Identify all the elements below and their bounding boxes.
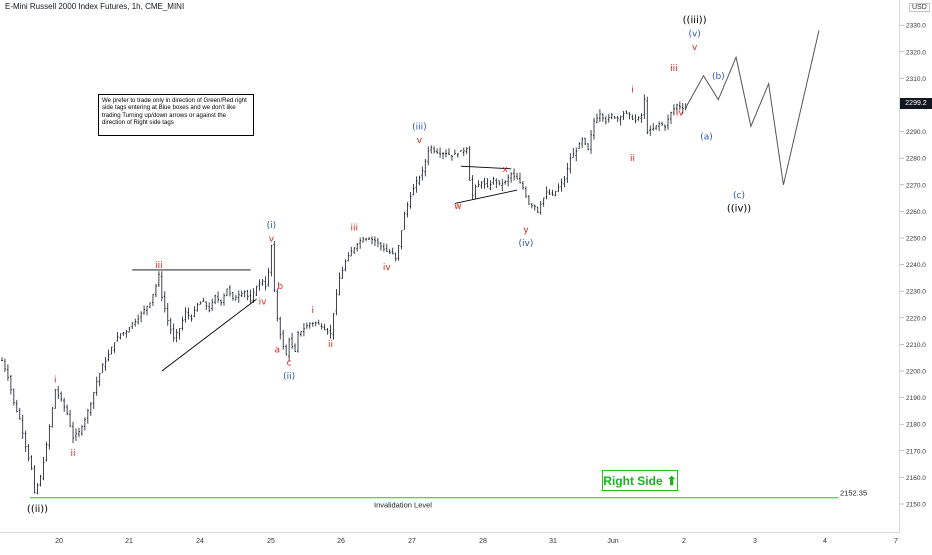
x-tick-label: 21 bbox=[125, 538, 133, 545]
invalidation-value: 2152.35 bbox=[840, 489, 867, 498]
wave-label: w bbox=[454, 202, 461, 212]
wave-label: (i) bbox=[267, 221, 277, 231]
wave-label: ii bbox=[328, 340, 333, 350]
x-tick-label: 3 bbox=[753, 538, 757, 545]
trendline bbox=[460, 165, 512, 170]
wave-label: (iv) bbox=[518, 239, 533, 249]
y-tick-label: 2330.0 bbox=[906, 23, 926, 30]
wave-label: ((iv)) bbox=[727, 203, 751, 214]
wave-label: i bbox=[312, 306, 315, 316]
y-tick-label: 2180.0 bbox=[906, 422, 926, 429]
y-tick-label: 2280.0 bbox=[906, 156, 926, 163]
y-tick-label: 2170.0 bbox=[906, 448, 926, 455]
wave-label: v bbox=[269, 234, 275, 244]
wave-label: iv bbox=[383, 263, 392, 273]
y-tick-label: 2240.0 bbox=[906, 262, 926, 269]
wave-label: ii bbox=[71, 449, 76, 459]
price-axis-divider bbox=[899, 0, 900, 532]
last-price-tag: 2299.2 bbox=[900, 98, 932, 109]
wave-label: iii bbox=[155, 261, 163, 271]
y-tick-label: 2270.0 bbox=[906, 182, 926, 189]
currency-badge[interactable]: USD bbox=[909, 3, 930, 12]
right-side-label: Right Side bbox=[603, 473, 663, 488]
right-side-tag: Right Side ⬆ bbox=[602, 470, 678, 491]
y-tick-label: 2210.0 bbox=[906, 342, 926, 349]
wave-label: ((ii)) bbox=[27, 504, 48, 515]
y-tick-label: 2220.0 bbox=[906, 315, 926, 322]
wave-label: x bbox=[503, 165, 509, 175]
wave-label: (a) bbox=[700, 133, 713, 143]
chart-title: E-Mini Russell 2000 Index Futures, 1h, C… bbox=[5, 2, 185, 11]
x-tick-label: 20 bbox=[55, 538, 63, 545]
x-tick-label: 31 bbox=[549, 538, 557, 545]
y-tick-label: 2250.0 bbox=[906, 236, 926, 243]
x-tick-label: 2 bbox=[682, 538, 686, 545]
wave-label: y bbox=[523, 226, 529, 236]
wave-label: b bbox=[277, 282, 283, 292]
trendline bbox=[161, 298, 257, 372]
y-tick-label: 2320.0 bbox=[906, 49, 926, 56]
trendline bbox=[454, 189, 518, 204]
wave-label: (iii) bbox=[412, 123, 427, 133]
wave-label: iv bbox=[259, 298, 268, 308]
y-tick-label: 2190.0 bbox=[906, 395, 926, 402]
wave-label: v bbox=[692, 43, 698, 53]
x-tick-label: 26 bbox=[337, 538, 345, 545]
x-tick-label: 4 bbox=[823, 538, 827, 545]
x-tick-label: 27 bbox=[408, 538, 416, 545]
invalidation-label: Invalidation Level bbox=[374, 501, 432, 510]
y-tick-label: 2290.0 bbox=[906, 129, 926, 136]
strategy-note: We prefer to trade only in direction of … bbox=[98, 94, 254, 136]
x-tick-label: 28 bbox=[479, 538, 487, 545]
wave-label: c bbox=[287, 359, 292, 369]
wave-label: (b) bbox=[712, 72, 725, 82]
y-tick-label: 2160.0 bbox=[906, 475, 926, 482]
x-tick-label: 24 bbox=[196, 538, 204, 545]
wave-label: i bbox=[631, 85, 634, 95]
wave-label: (v) bbox=[688, 30, 700, 40]
arrow-up-icon: ⬆ bbox=[666, 473, 677, 488]
projection-path bbox=[685, 30, 820, 185]
y-tick-label: 2310.0 bbox=[906, 76, 926, 83]
x-tick-label: 7 bbox=[894, 538, 898, 545]
x-tick-label: 25 bbox=[267, 538, 275, 545]
wave-label: i bbox=[54, 375, 57, 385]
y-tick-label: 2200.0 bbox=[906, 369, 926, 376]
wave-label: iii bbox=[350, 224, 358, 234]
wave-label: (ii) bbox=[283, 372, 295, 382]
wave-label: ((iii)) bbox=[683, 15, 707, 26]
time-axis-divider bbox=[0, 532, 900, 533]
y-tick-label: 2150.0 bbox=[906, 502, 926, 509]
wave-label: iii bbox=[670, 64, 678, 74]
wave-label: a bbox=[275, 345, 281, 355]
wave-label: (c) bbox=[733, 191, 745, 201]
y-tick-label: 2230.0 bbox=[906, 289, 926, 296]
wave-label: iv bbox=[676, 109, 685, 119]
wave-label: ii bbox=[630, 154, 635, 164]
y-tick-label: 2260.0 bbox=[906, 209, 926, 216]
x-tick-label: Jun bbox=[607, 538, 618, 545]
wave-label: v bbox=[417, 136, 423, 146]
